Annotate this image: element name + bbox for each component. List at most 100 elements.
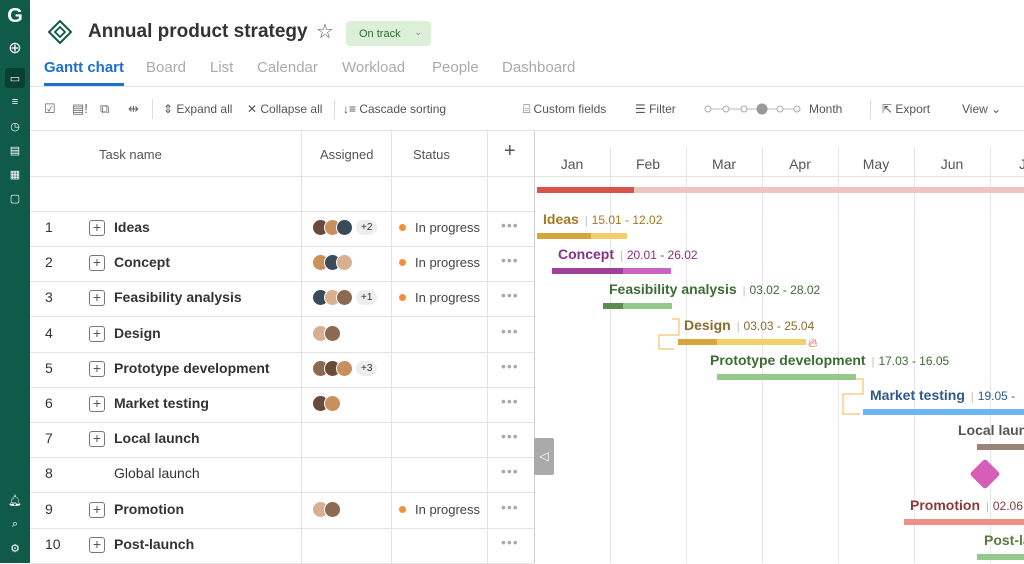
bar-label: Ideas | 15.01 - 12.02 [543,211,663,227]
task-name[interactable]: Prototype development [114,359,270,376]
assignees[interactable]: +3 [312,359,378,377]
chat-icon[interactable]: ▢ [9,192,21,205]
row-menu-button[interactable]: ••• [501,393,519,409]
custom-fields-button[interactable]: ⌸ Custom fields [523,102,607,116]
avatar [336,254,353,272]
row-menu-button[interactable]: ••• [501,322,519,339]
task-name[interactable]: Concept [114,254,170,271]
fire-icon: 🔥︎ [808,335,818,350]
row-menu-button[interactable]: ••• [501,287,519,304]
status-cell[interactable]: In progress [399,255,480,270]
gear-icon[interactable]: ⚙ [10,542,20,555]
task-bar[interactable] [603,303,672,310]
task-bar[interactable] [977,553,1024,560]
task-name[interactable]: Global launch [114,465,200,482]
assignees[interactable] [312,254,353,272]
expand-row-button[interactable]: + [89,501,105,518]
assignees[interactable] [312,395,341,412]
row-number: 1 [45,219,53,235]
tab-calendar[interactable]: Calendar [257,59,318,76]
column-status[interactable]: Status [413,147,450,162]
row-menu-button[interactable]: ••• [501,533,519,550]
task-name[interactable]: Design [114,324,161,341]
checkbox-icon[interactable]: ☑ [44,101,56,116]
status-text: In progress [415,501,481,517]
add-column-button[interactable]: + [504,140,516,162]
search-icon[interactable]: ⌕ [11,517,19,530]
clock-icon[interactable]: ◷ [10,120,20,133]
tab-gantt-chart[interactable]: Gantt chart [44,59,125,76]
assignees[interactable]: +1 [312,289,378,307]
view-dropdown[interactable]: View ⌄ [962,102,1002,116]
list-icon[interactable]: ≡ [11,96,19,108]
column-assigned[interactable]: Assigned [320,147,374,162]
tab-board[interactable]: Board [146,59,187,76]
sidebar: G ⊕ ▭ ≡ ◷ ▤ ▦ ▢ 🔔︎ ⌕ ⚙ [0,0,30,563]
status-cell[interactable]: In progress [399,502,480,517]
task-name[interactable]: Post-launch [114,535,195,552]
export-button[interactable]: ⇱ Export [882,102,931,116]
expand-row-button[interactable]: + [89,290,105,307]
project-icon [48,20,72,44]
expand-row-button[interactable]: + [89,255,105,272]
app-logo[interactable]: G [7,5,23,27]
task-name[interactable]: Market testing [114,395,209,411]
status-dot [399,259,406,267]
folder-icon[interactable]: ▭ [5,68,25,88]
summary-bar [634,187,1024,193]
expand-row-button[interactable]: + [89,325,105,342]
star-icon[interactable]: ☆ [316,21,334,43]
task-bar[interactable] [678,338,806,345]
task-name[interactable]: Promotion [114,500,184,517]
expand-row-button[interactable]: + [89,220,105,236]
avatar [336,359,353,377]
assignees[interactable] [312,324,341,342]
row-number: 6 [45,395,53,411]
row-number: 9 [45,500,53,517]
task-bar[interactable] [863,409,1024,415]
row-menu-button[interactable]: ••• [501,498,519,515]
expand-row-button[interactable]: + [89,360,105,377]
status-cell[interactable]: In progress [399,220,480,235]
hierarchy-icon[interactable]: ⧉ [100,101,110,116]
assignees[interactable] [312,500,341,518]
grid-icon[interactable]: ▦ [9,168,21,181]
task-name[interactable]: Feasibility analysis [114,289,242,306]
avatar [324,395,341,412]
zoom-slider[interactable] [704,103,802,115]
expand-row-button[interactable]: + [89,396,105,412]
avatar [324,324,341,342]
row-menu-button[interactable]: ••• [501,217,519,233]
month-label: May [862,156,890,172]
task-bar[interactable] [904,518,1024,525]
tab-people[interactable]: People [432,59,479,76]
expand-all-button[interactable]: ⇕ Expand all [163,102,233,116]
task-bar[interactable] [717,373,856,380]
row-menu-button[interactable]: ••• [501,252,519,269]
filter-button[interactable]: ☰ Filter [635,102,676,116]
fit-width-icon[interactable]: ⇹ [128,101,139,116]
cascade-sorting-button[interactable]: ↓≡ Cascade sorting [343,102,447,116]
document-icon[interactable]: ▤ [9,144,21,157]
row-menu-button[interactable]: ••• [501,428,519,445]
plus-circle-icon[interactable]: ⊕ [8,40,22,57]
collapse-all-button[interactable]: ✕ Collapse all [247,102,323,116]
tab-list[interactable]: List [210,59,234,76]
task-bar[interactable] [977,444,1024,451]
project-status-dropdown[interactable]: On track ⌄ [346,21,431,46]
assignees[interactable]: +2 [312,219,378,236]
task-name[interactable]: Ideas [114,219,150,235]
collapse-grid-handle[interactable]: ◁ [534,438,554,475]
row-menu-button[interactable]: ••• [501,463,519,480]
tab-dashboard[interactable]: Dashboard [502,59,576,76]
expand-row-button[interactable]: + [89,431,105,448]
bell-icon[interactable]: 🔔︎ [8,494,22,507]
column-task-name[interactable]: Task name [99,147,162,162]
calendar-alert-icon[interactable]: ▤! [72,101,88,116]
expand-row-button[interactable]: + [89,536,105,553]
status-cell[interactable]: In progress [399,290,480,305]
tab-workload[interactable]: Workload [342,59,406,76]
task-name[interactable]: Local launch [114,430,200,447]
row-menu-button[interactable]: ••• [501,357,519,374]
avatar [324,500,341,518]
